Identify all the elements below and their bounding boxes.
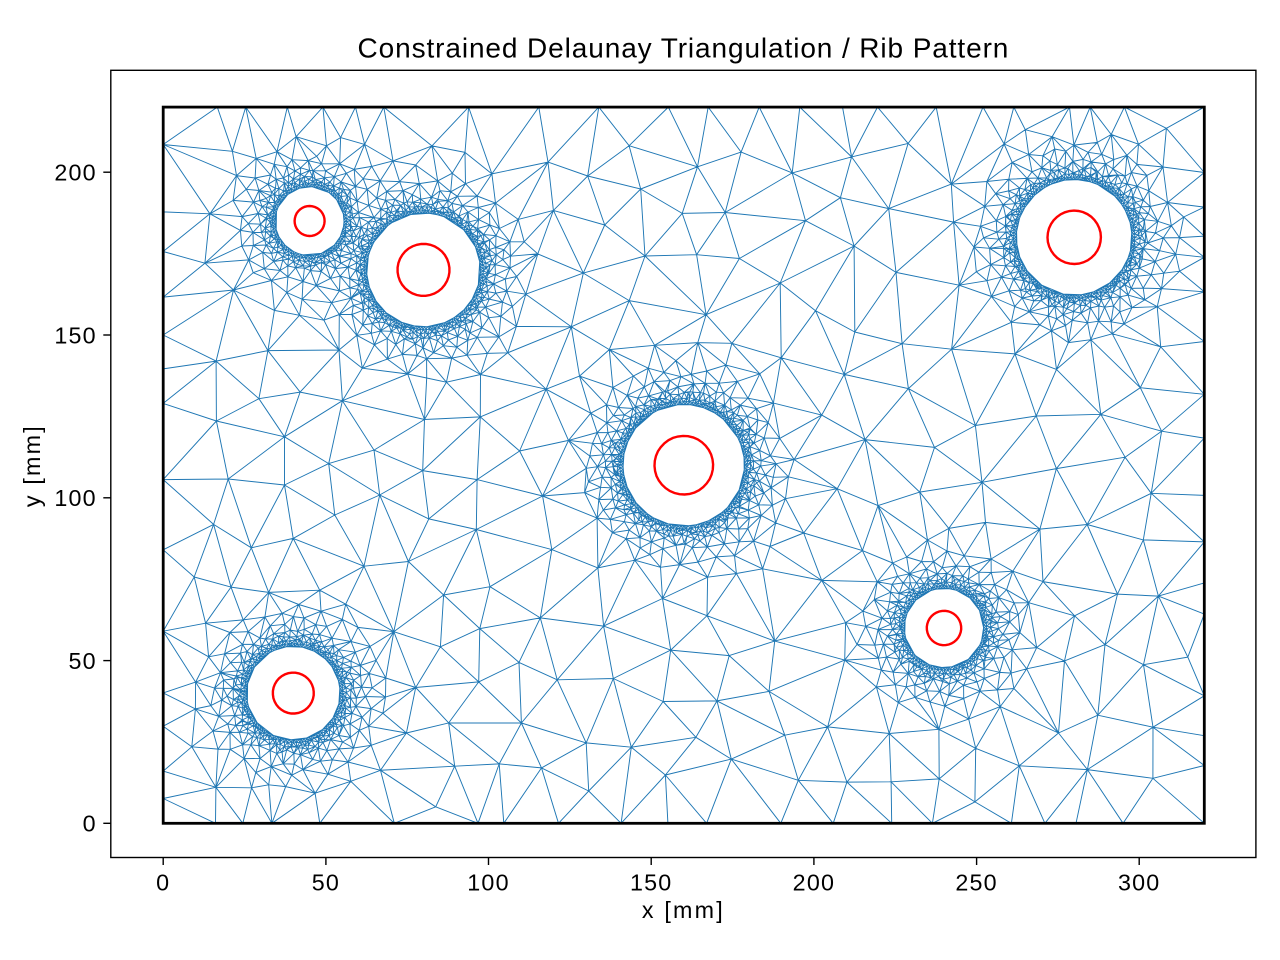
svg-text:0: 0 — [83, 811, 97, 837]
svg-text:200: 200 — [54, 160, 96, 186]
svg-text:100: 100 — [54, 485, 96, 511]
svg-text:Constrained Delaunay Triangula: Constrained Delaunay Triangulation / Rib… — [358, 33, 1010, 64]
svg-text:50: 50 — [312, 870, 340, 896]
svg-text:x [mm]: x [mm] — [642, 897, 725, 923]
svg-text:50: 50 — [68, 648, 96, 674]
svg-text:300: 300 — [1118, 870, 1160, 896]
svg-text:100: 100 — [467, 870, 509, 896]
svg-text:250: 250 — [955, 870, 997, 896]
svg-text:150: 150 — [630, 870, 672, 896]
svg-text:y [mm]: y [mm] — [19, 424, 45, 507]
svg-text:150: 150 — [54, 322, 96, 348]
svg-text:0: 0 — [156, 870, 170, 896]
svg-text:200: 200 — [793, 870, 835, 896]
